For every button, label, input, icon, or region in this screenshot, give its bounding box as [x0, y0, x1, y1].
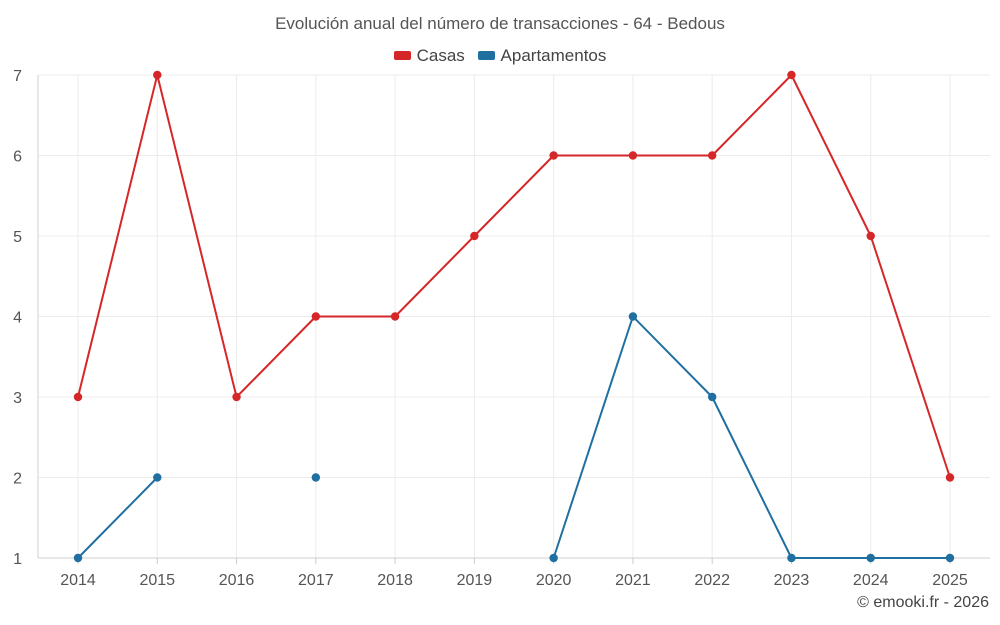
grid — [38, 74, 990, 559]
data-point-casas — [153, 70, 162, 80]
data-point-apartamentos — [73, 553, 83, 563]
data-point-apartamentos — [311, 473, 321, 482]
series-layer — [73, 70, 955, 563]
y-tick-label: 5 — [13, 229, 22, 246]
series-line-apartamentos — [552, 315, 950, 559]
x-tick-label: 2023 — [774, 572, 810, 589]
data-point-apartamentos — [707, 392, 717, 402]
data-point-apartamentos — [628, 312, 638, 321]
x-tick-label: 2017 — [298, 572, 334, 589]
legend: Casas Apartamentos — [0, 45, 1000, 66]
data-point-casas — [787, 70, 796, 80]
data-point-casas — [470, 231, 479, 241]
data-point-apartamentos — [549, 553, 558, 563]
x-tick-label: 2019 — [457, 572, 493, 589]
data-point-apartamentos — [866, 553, 875, 563]
x-tick-label: 2020 — [536, 572, 572, 589]
x-tick-label: 2018 — [377, 572, 413, 589]
data-point-casas — [390, 312, 400, 321]
data-point-apartamentos — [787, 553, 796, 563]
legend-label-casas: Casas — [416, 45, 465, 65]
legend-swatch-casas — [393, 51, 411, 60]
x-tick-label: 2024 — [853, 572, 889, 589]
data-point-casas — [232, 392, 241, 402]
legend-item-casas[interactable]: Casas — [393, 45, 465, 66]
data-point-casas — [73, 392, 83, 402]
x-tick-label: 2025 — [932, 572, 968, 589]
y-tick-label: 4 — [13, 310, 22, 327]
legend-swatch-apartamentos — [477, 51, 495, 60]
x-tick-label: 2022 — [694, 572, 730, 589]
y-tick-label: 7 — [13, 68, 22, 85]
data-point-casas — [628, 151, 638, 160]
series-line-casas — [77, 74, 951, 478]
data-point-apartamentos — [945, 553, 955, 563]
x-tick-label: 2014 — [60, 572, 96, 589]
x-tick-label: 2015 — [139, 572, 175, 589]
legend-item-apartamentos[interactable]: Apartamentos — [477, 45, 607, 66]
y-tick-label: 6 — [13, 149, 22, 166]
data-point-casas — [866, 231, 875, 241]
y-tick-label: 3 — [13, 390, 22, 407]
x-tick-label: 2016 — [219, 572, 255, 589]
y-tick-label: 1 — [13, 551, 22, 568]
series-line-apartamentos — [77, 476, 158, 559]
copyright-credit: © emooki.fr - 2026 — [857, 594, 989, 611]
data-point-casas — [945, 473, 955, 482]
chart-title: Evolución anual del número de transaccio… — [275, 14, 725, 33]
x-tick-label: 2021 — [615, 572, 651, 589]
y-tick-label: 2 — [13, 471, 22, 488]
data-point-casas — [707, 151, 717, 160]
legend-label-apartamentos: Apartamentos — [500, 45, 607, 65]
data-point-casas — [549, 151, 558, 160]
data-point-apartamentos — [153, 473, 162, 482]
axes: 1 2 3 4 5 6 7 2014 2015 2016 2017 2018 2019 2020 2021 2… — [13, 68, 990, 589]
data-point-casas — [311, 312, 321, 321]
